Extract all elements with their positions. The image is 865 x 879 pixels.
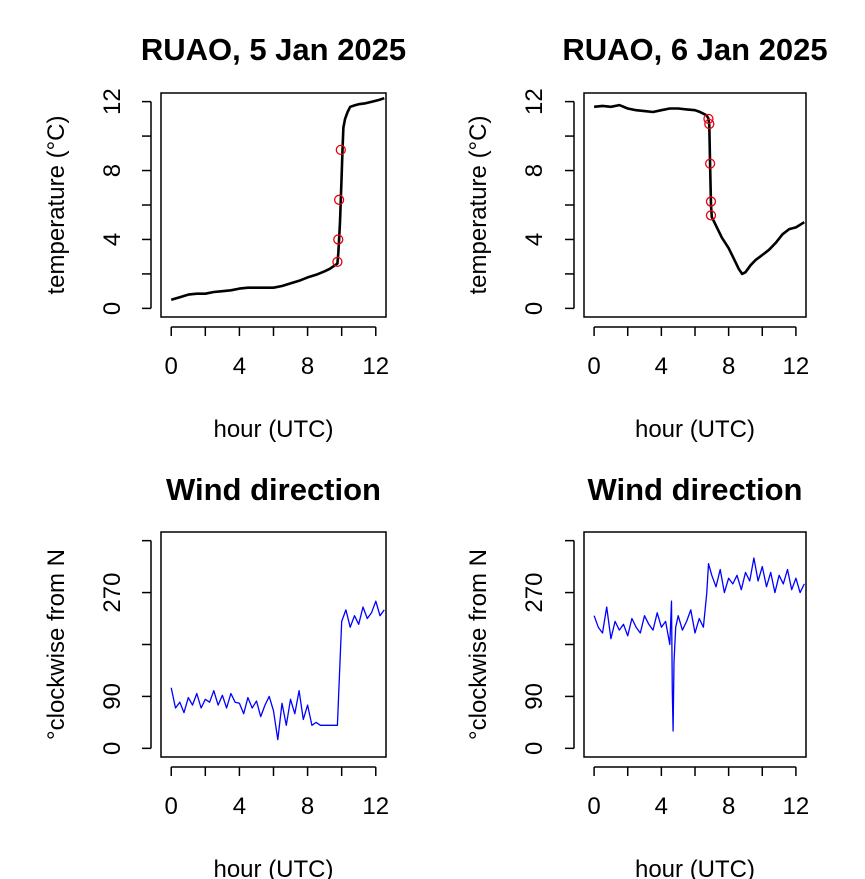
data-point-marker: [704, 158, 716, 169]
y-tick-label: 0: [521, 742, 548, 755]
y-tick-label: 0: [521, 302, 548, 315]
x-tick-label: 4: [655, 353, 668, 380]
y-tick-label: 4: [99, 233, 126, 246]
y-tick-label: 4: [521, 233, 548, 246]
x-axis-label: hour (UTC): [213, 416, 333, 443]
y-axis-label: °clockwise from N: [465, 549, 492, 740]
y-tick-label: 0: [99, 742, 126, 755]
x-tick-label: 0: [165, 353, 178, 380]
data-point-marker: [703, 113, 714, 124]
y-tick-label: 270: [99, 573, 126, 613]
chart-panel-2: RUAO, 6 Jan 2025 0 4 8 12 hour (UTC) 0 4 8 12 temp…: [465, 32, 828, 443]
y-tick-label: 12: [99, 88, 126, 115]
x-tick-label: 12: [783, 793, 810, 820]
y-tick-label: 12: [521, 88, 548, 115]
data-point-marker: [333, 234, 344, 245]
chart-panel-1: RUAO, 5 Jan 2025 0 4 8 12 hour (UTC) 0 4 8 12 temp…: [43, 32, 406, 443]
data-point-marker: [705, 210, 717, 221]
plot-frame: [160, 531, 387, 758]
data-point-marker: [333, 194, 345, 205]
plot-frame: [583, 92, 807, 318]
x-tick-label: 0: [587, 793, 600, 820]
x-tick-label: 12: [362, 793, 389, 820]
data-series-line: [593, 557, 805, 732]
x-tick-label: 0: [165, 793, 178, 820]
chart-panel-3: Wind direction 0 4 8 12 hour (UTC) 0 90 270 °cloc…: [43, 472, 389, 879]
y-tick-label: 8: [521, 164, 548, 177]
x-axis-label: hour (UTC): [635, 856, 755, 879]
x-tick-label: 0: [587, 353, 600, 380]
chart-title: RUAO, 5 Jan 2025: [141, 32, 406, 67]
data-point-marker: [332, 256, 343, 268]
y-tick-label: 270: [521, 573, 548, 613]
chart-panel-4: Wind direction 0 4 8 12 hour (UTC) 0 90 270 °cloc…: [465, 472, 809, 879]
x-tick-label: 8: [722, 793, 735, 820]
plot-frame: [583, 531, 807, 758]
chart-title: RUAO, 6 Jan 2025: [562, 32, 827, 67]
plot-frame: [160, 92, 387, 318]
data-series-line: [593, 103, 805, 276]
x-tick-label: 8: [722, 353, 735, 380]
x-tick-label: 12: [362, 353, 389, 380]
data-series-line: [170, 600, 385, 741]
data-point-marker: [335, 144, 346, 156]
chart-title: Wind direction: [588, 472, 803, 507]
y-tick-label: 0: [99, 302, 126, 315]
data-point-marker: [704, 118, 715, 130]
y-axis-label: °clockwise from N: [43, 549, 70, 740]
x-tick-label: 4: [233, 353, 246, 380]
y-axis-label: temperature (°C): [43, 116, 70, 295]
y-axis-label: temperature (°C): [465, 116, 492, 295]
x-tick-label: 8: [301, 353, 314, 380]
x-axis-label: hour (UTC): [635, 416, 755, 443]
data-series-line: [170, 96, 385, 302]
y-tick-label: 8: [99, 164, 126, 177]
x-tick-label: 4: [655, 793, 668, 820]
y-tick-label: 90: [521, 683, 548, 710]
x-axis-label: hour (UTC): [213, 856, 333, 879]
x-tick-label: 12: [783, 353, 810, 380]
chart-title: Wind direction: [166, 472, 381, 507]
data-point-marker: [705, 196, 717, 207]
x-tick-label: 4: [233, 793, 246, 820]
y-tick-label: 90: [99, 683, 126, 710]
x-tick-label: 8: [301, 793, 314, 820]
